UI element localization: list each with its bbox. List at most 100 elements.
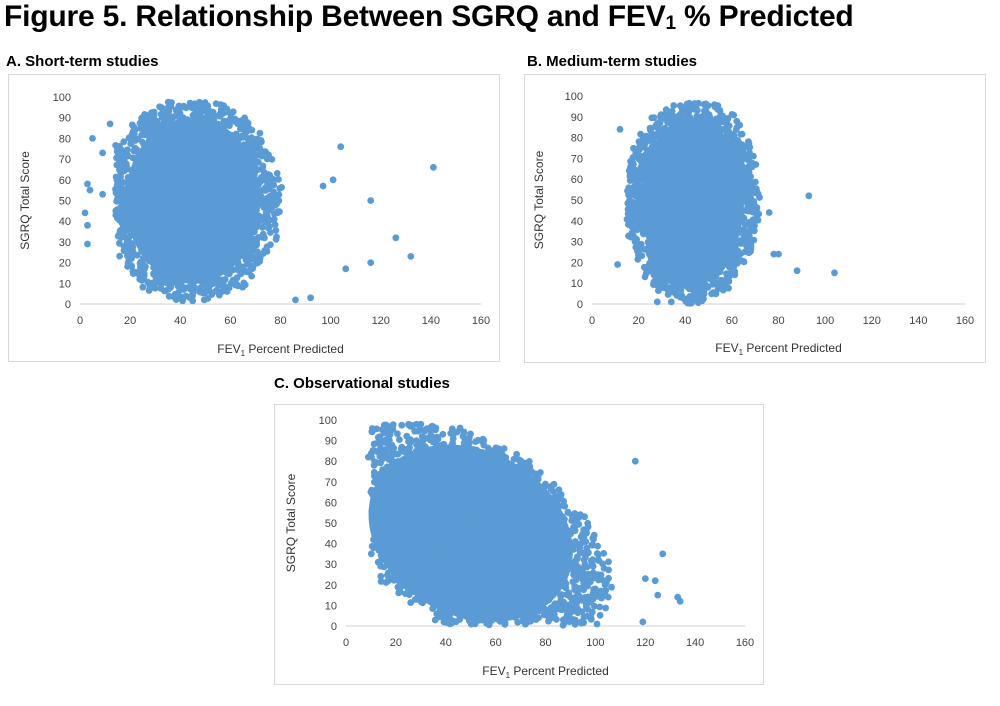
scatter-point bbox=[738, 212, 745, 220]
scatter-point bbox=[244, 136, 252, 144]
scatter-point bbox=[659, 211, 667, 218]
scatter-point bbox=[699, 194, 707, 202]
y-tick-label: 100 bbox=[53, 92, 71, 104]
scatter-point bbox=[741, 248, 749, 256]
scatter-point bbox=[444, 556, 451, 563]
scatter-point bbox=[637, 240, 645, 248]
y-tick-label: 20 bbox=[325, 580, 337, 592]
scatter-outlier bbox=[337, 143, 345, 151]
scatter-point bbox=[169, 123, 177, 131]
scatter-point bbox=[640, 168, 648, 175]
scatter-point bbox=[717, 118, 725, 126]
scatter-point bbox=[637, 183, 645, 191]
scatter-point bbox=[433, 433, 441, 441]
scatter-point bbox=[469, 476, 477, 484]
scatter-point bbox=[669, 220, 677, 228]
scatter-point bbox=[451, 480, 458, 488]
scatter-point bbox=[202, 236, 210, 244]
scatter-point bbox=[634, 245, 641, 253]
scatter-point bbox=[657, 135, 665, 143]
scatter-point bbox=[653, 184, 661, 192]
scatter-point bbox=[254, 181, 262, 189]
x-tick-label: 140 bbox=[422, 315, 440, 327]
scatter-outlier bbox=[89, 135, 96, 142]
scatter-outlier bbox=[319, 182, 327, 190]
scatter-outlier bbox=[342, 265, 350, 273]
figure-title: Figure 5. Relationship Between SGRQ and … bbox=[4, 0, 854, 35]
scatter-point bbox=[732, 126, 740, 133]
scatter-point bbox=[663, 133, 670, 140]
scatter-point bbox=[174, 146, 182, 154]
scatter-point bbox=[639, 205, 647, 212]
scatter-point bbox=[136, 125, 144, 132]
scatter-point bbox=[126, 246, 134, 254]
scatter-point bbox=[634, 145, 641, 153]
scatter-point bbox=[422, 488, 430, 496]
scatter-point bbox=[396, 586, 404, 594]
scatter-point bbox=[460, 428, 468, 436]
scatter-point bbox=[226, 122, 233, 130]
scatter-point bbox=[205, 112, 212, 119]
scatter-point bbox=[720, 152, 727, 160]
scatter-point bbox=[230, 135, 238, 143]
scatter-point bbox=[211, 277, 219, 284]
scatter-point bbox=[654, 141, 662, 149]
scatter-point bbox=[750, 200, 758, 208]
scatter-point bbox=[232, 130, 240, 138]
scatter-point bbox=[166, 218, 174, 226]
scatter-point bbox=[167, 174, 175, 182]
scatter-point bbox=[540, 563, 548, 570]
scatter-point bbox=[723, 186, 731, 193]
scatter-point bbox=[158, 224, 166, 232]
scatter-point bbox=[171, 152, 179, 160]
scatter-point bbox=[269, 179, 276, 187]
scatter-point bbox=[249, 262, 257, 270]
scatter-point bbox=[194, 165, 201, 172]
scatter-point bbox=[217, 266, 225, 274]
chart-panel-a: 0 20 40 60 80 100 120 140 160 0 10 20 30 40 50 60 70 80 90… bbox=[8, 74, 500, 362]
scatter-point bbox=[630, 218, 638, 226]
scatter-point bbox=[518, 562, 526, 570]
scatter-point bbox=[182, 195, 190, 203]
scatter-point bbox=[678, 226, 685, 233]
scatter-point bbox=[422, 570, 430, 577]
scatter-point bbox=[189, 250, 197, 258]
scatter-point bbox=[271, 221, 279, 229]
scatter-point bbox=[127, 262, 135, 269]
scatter-point bbox=[230, 230, 237, 237]
scatter-point bbox=[590, 602, 598, 610]
scatter-point bbox=[177, 117, 185, 124]
scatter-point bbox=[138, 247, 146, 255]
scatter-point bbox=[498, 451, 506, 458]
scatter-point bbox=[180, 243, 188, 251]
scatter-point bbox=[208, 247, 216, 255]
scatter-point bbox=[446, 539, 454, 547]
scatter-point bbox=[160, 108, 168, 115]
x-tick-label: 40 bbox=[440, 637, 452, 649]
scatter-point bbox=[724, 228, 732, 236]
scatter-point bbox=[704, 102, 712, 109]
scatter-outlier bbox=[84, 240, 91, 248]
scatter-point bbox=[392, 467, 399, 475]
scatter-point bbox=[143, 149, 151, 156]
y-tick-label: 0 bbox=[331, 621, 337, 633]
scatter-point bbox=[657, 251, 664, 259]
scatter-point bbox=[274, 209, 281, 217]
scatter-point bbox=[152, 202, 160, 210]
scatter-point bbox=[537, 595, 545, 602]
scatter-point bbox=[165, 133, 172, 140]
scatter-point bbox=[113, 148, 121, 156]
scatter-point bbox=[403, 432, 411, 440]
scatter-point bbox=[112, 207, 120, 215]
scatter-point bbox=[660, 193, 668, 201]
scatter-outlier bbox=[367, 197, 375, 204]
y-tick-label: 100 bbox=[565, 91, 583, 103]
scatter-point bbox=[242, 187, 250, 195]
scatter-point bbox=[199, 107, 207, 115]
scatter-point bbox=[670, 102, 678, 109]
scatter-point bbox=[673, 233, 681, 241]
scatter-point bbox=[169, 233, 177, 240]
scatter-point bbox=[750, 227, 758, 235]
y-tick-label: 100 bbox=[319, 415, 337, 427]
scatter-point bbox=[687, 149, 695, 157]
